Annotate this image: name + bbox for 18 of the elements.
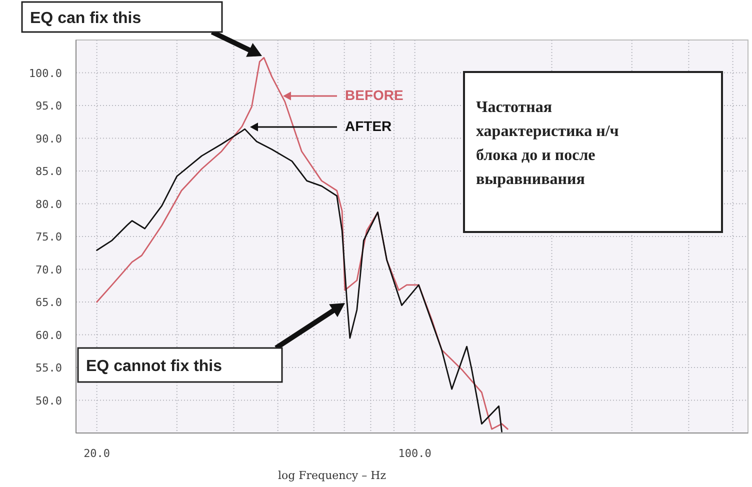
y-tick-label: 55.0	[36, 362, 62, 374]
y-tick-label: 60.0	[36, 328, 62, 342]
text: EQ can fix this	[30, 10, 142, 27]
annotation: Частотная характеристика н/ч блока до и после выравнивания	[476, 99, 619, 188]
x-axis-title: log Frequency – Hz	[278, 469, 386, 482]
y-tick-label: 85.0	[36, 165, 62, 178]
annotation: EQ cannot fix this	[86, 358, 222, 375]
x-tick-label: 20.0	[84, 447, 110, 460]
y-tick-label: 65.0	[36, 296, 62, 309]
y-tick-label: 80.0	[36, 198, 62, 211]
y-tick-label: 50.0	[36, 394, 62, 408]
y-tick-label: 100.0	[28, 66, 62, 80]
y-tick-label: 75.0	[36, 230, 62, 244]
legend-label: BEFORE	[345, 87, 404, 103]
y-tick-label: 70.0	[36, 263, 62, 276]
y-tick-label: 95.0	[36, 100, 62, 112]
text: AFTER	[345, 118, 392, 134]
y-tick-label: 90.0	[36, 132, 62, 146]
